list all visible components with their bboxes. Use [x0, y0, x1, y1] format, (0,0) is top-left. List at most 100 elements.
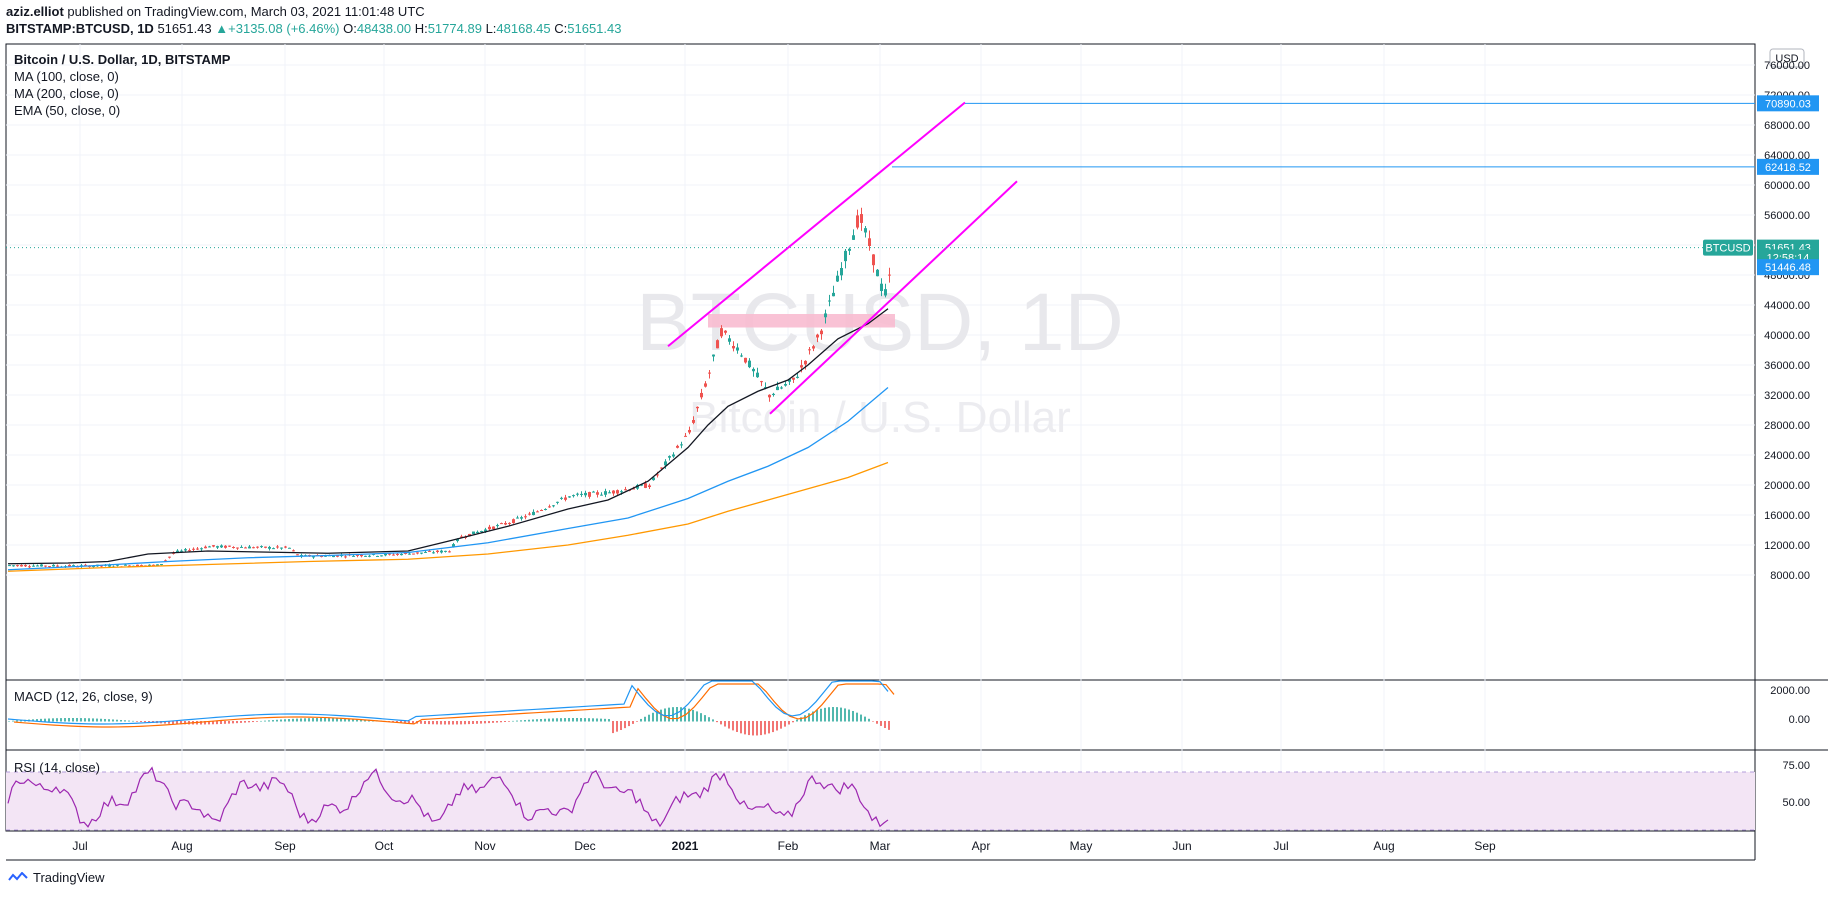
macd-histogram-bar — [176, 721, 178, 725]
legend-ma100[interactable]: MA (100, close, 0) — [14, 69, 119, 84]
high-value: 51774.89 — [427, 21, 482, 36]
macd-histogram-bar — [636, 721, 638, 722]
macd-histogram-bar — [788, 721, 790, 725]
candle-body — [68, 564, 71, 567]
candle-body — [400, 554, 403, 556]
candle-body — [100, 565, 103, 567]
time-tick-label: Sep — [1474, 839, 1496, 853]
macd-histogram-bar — [780, 721, 782, 729]
macd-histogram-bar — [132, 720, 134, 722]
macd-histogram-bar — [544, 718, 546, 722]
macd-histogram-bar — [828, 707, 830, 722]
macd-histogram-bar — [520, 720, 522, 722]
macd-histogram-bar — [88, 718, 90, 722]
macd-histogram-bar — [108, 719, 110, 722]
price-tick-label: 20000.00 — [1764, 480, 1810, 492]
candle-body — [604, 491, 607, 495]
candle-body — [880, 283, 883, 292]
candle-body — [336, 555, 339, 557]
macd-histogram-bar — [584, 718, 586, 722]
candle-body — [824, 313, 827, 318]
candle-body — [212, 545, 215, 547]
indicator-tick-label: 75.00 — [1782, 760, 1810, 772]
candle-body — [196, 548, 199, 550]
candle-body — [872, 254, 875, 266]
candle-body — [444, 550, 447, 552]
candle-body — [728, 338, 731, 342]
price-tags: 70890.0362418.5251651.4312:58:1451446.48… — [1703, 95, 1819, 276]
macd-histogram-bar — [292, 718, 294, 722]
low-value: 48168.45 — [496, 21, 551, 36]
macd-series — [7, 680, 895, 736]
macd-histogram-bar — [168, 721, 170, 724]
macd-histogram-bar — [460, 721, 462, 725]
macd-histogram-bar — [508, 721, 510, 722]
candle-body — [768, 394, 771, 398]
currency-button[interactable] — [1769, 48, 1805, 68]
candle-body — [648, 485, 651, 488]
macd-histogram-bar — [800, 717, 802, 722]
macd-histogram-bar — [492, 721, 494, 723]
candle-body — [652, 477, 655, 481]
candle-body — [128, 565, 131, 567]
candle-body — [108, 564, 111, 567]
candle-body — [816, 334, 819, 338]
macd-histogram-bar — [680, 707, 682, 722]
time-tick-label: Sep — [274, 839, 296, 853]
time-tick-label: Jul — [72, 839, 87, 853]
candle-body — [720, 328, 723, 337]
macd-histogram-bar — [876, 721, 878, 724]
macd-histogram-bar — [756, 721, 758, 736]
legend-ma200[interactable]: MA (200, close, 0) — [14, 86, 119, 101]
macd-histogram-bar — [480, 721, 482, 724]
candle-body — [28, 566, 31, 568]
macd-histogram-bar — [808, 713, 810, 722]
candle-body — [832, 292, 835, 297]
rsi-legend[interactable]: RSI (14, close) — [14, 760, 100, 775]
candle-body — [800, 365, 803, 368]
candle-body — [704, 383, 707, 387]
time-axis[interactable]: Jul Aug Sep Oct Nov Dec 2021 Feb Mar Apr May Jun Jul… — [72, 839, 1496, 853]
candle-body — [180, 550, 183, 552]
macd-histogram-bar — [540, 718, 542, 722]
candle-body — [332, 555, 335, 558]
macd-histogram-bar — [124, 720, 126, 722]
macd-histogram-bar — [620, 721, 622, 731]
macd-histogram-bar — [272, 720, 274, 722]
candle-body — [32, 565, 35, 567]
macd-histogram-bar — [48, 718, 50, 722]
legend-ema50[interactable]: EMA (50, close, 0) — [14, 103, 120, 118]
support-zone[interactable] — [708, 314, 895, 328]
candle-body — [156, 564, 159, 567]
price-axis[interactable]: 76000.0072000.0068000.0064000.0060000.00… — [1764, 60, 1810, 582]
candle-body — [812, 346, 815, 349]
candle-body — [264, 546, 267, 548]
candle-body — [512, 519, 515, 523]
macd-histogram-bar — [556, 718, 558, 722]
indicator-tick-label: 50.00 — [1782, 797, 1810, 809]
macd-histogram-bar — [116, 719, 118, 722]
candle-body — [424, 551, 427, 553]
macd-histogram-bar — [524, 720, 526, 722]
drawings[interactable] — [667, 101, 1755, 415]
candle-body — [624, 489, 627, 491]
candle-body — [748, 360, 751, 368]
macd-histogram-bar — [304, 718, 306, 722]
macd-histogram-bar — [284, 719, 286, 722]
candle-body — [508, 522, 511, 524]
brand-label: TradingView — [33, 870, 105, 885]
candle-body — [752, 368, 755, 372]
macd-histogram-bar — [848, 709, 850, 722]
candle-body — [228, 545, 231, 547]
macd-histogram-bar — [568, 718, 570, 722]
candle-body — [520, 517, 523, 519]
macd-legend[interactable]: MACD (12, 26, close, 9) — [14, 689, 153, 704]
footer-brand[interactable]: TradingView — [8, 870, 105, 885]
macd-histogram-bar — [676, 707, 678, 722]
candle-body — [164, 560, 167, 562]
macd-histogram-bar — [616, 721, 618, 732]
macd-histogram-bar — [844, 708, 846, 722]
candle-body — [52, 564, 55, 567]
author-name[interactable]: aziz.elliot — [6, 4, 64, 19]
